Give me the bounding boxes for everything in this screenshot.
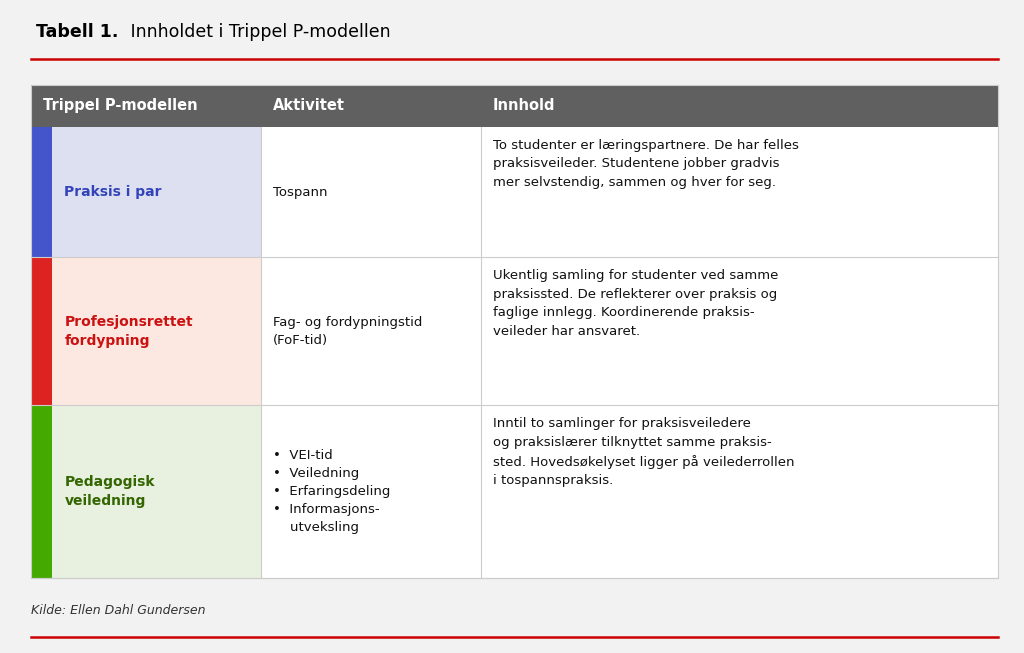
Text: Pedagogisk
veiledning: Pedagogisk veiledning (65, 475, 155, 508)
Text: Tospann: Tospann (273, 185, 328, 199)
Text: Ukentlig samling for studenter ved samme
praksissted. De reflekterer over praksi: Ukentlig samling for studenter ved samme… (493, 269, 778, 338)
Bar (480, 127, 998, 257)
Text: Profesjonsrettet
fordypning: Profesjonsrettet fordypning (65, 315, 193, 347)
Text: Innholdet i Trippel P-modellen: Innholdet i Trippel P-modellen (125, 23, 390, 41)
Text: Aktivitet: Aktivitet (273, 99, 345, 114)
Text: Kilde: Ellen Dahl Gundersen: Kilde: Ellen Dahl Gundersen (31, 604, 205, 617)
Bar (31, 127, 261, 257)
Bar (31, 127, 52, 257)
Text: Fag- og fordypningstid
(FoF-tid): Fag- og fordypningstid (FoF-tid) (273, 316, 423, 347)
Text: To studenter er læringspartnere. De har felles
praksisveileder. Studentene jobbe: To studenter er læringspartnere. De har … (493, 138, 799, 189)
Bar (31, 406, 261, 578)
Bar (31, 257, 52, 406)
Bar (480, 257, 998, 406)
Bar (31, 257, 261, 406)
Text: Trippel P-modellen: Trippel P-modellen (43, 99, 198, 114)
Bar (261, 406, 480, 578)
Text: Praksis i par: Praksis i par (65, 185, 162, 199)
Bar (261, 257, 480, 406)
Text: •  VEI-tid
•  Veiledning
•  Erfaringsdeling
•  Informasjons-
    utveksling: • VEI-tid • Veiledning • Erfaringsdeling… (273, 449, 391, 534)
Text: Innhold: Innhold (493, 99, 555, 114)
Text: Inntil to samlinger for praksisveiledere
og praksislærer tilknyttet samme praksi: Inntil to samlinger for praksisveiledere… (493, 417, 795, 487)
Bar (31, 85, 998, 127)
Bar (31, 406, 52, 578)
Bar (31, 85, 998, 578)
Bar (261, 127, 480, 257)
Text: Tabell 1.: Tabell 1. (36, 23, 118, 41)
Bar (480, 406, 998, 578)
